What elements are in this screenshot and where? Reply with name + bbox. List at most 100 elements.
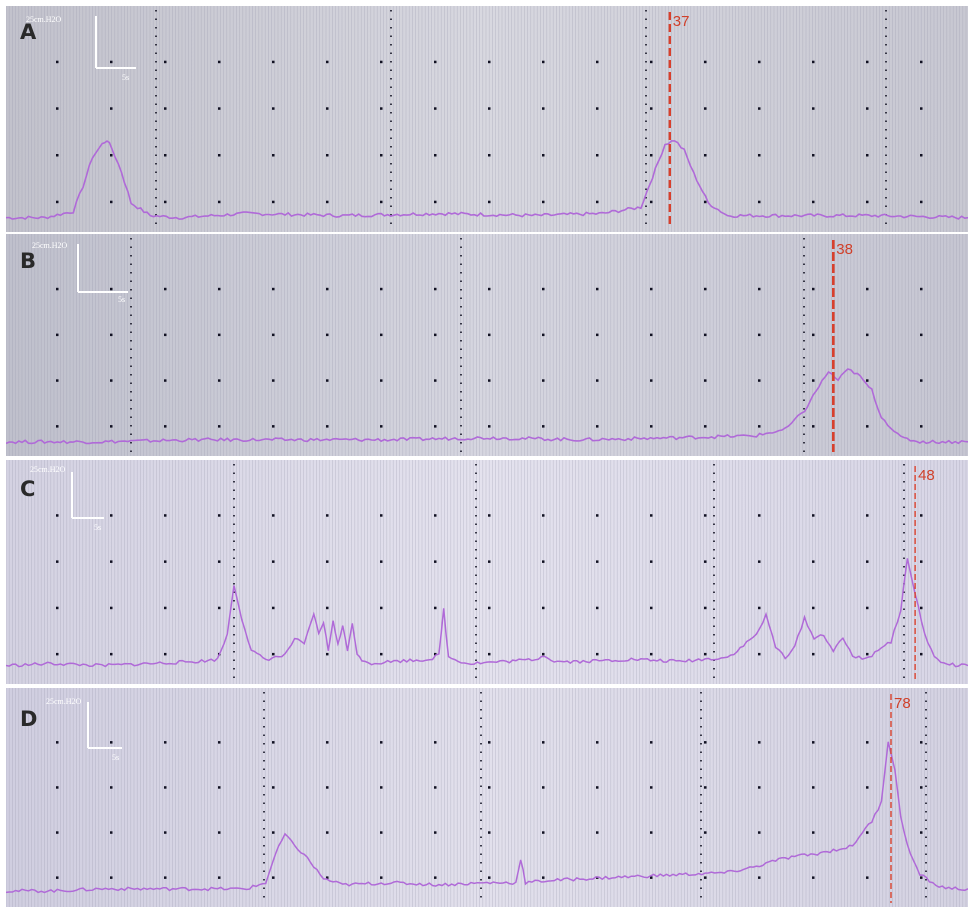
grid-dot [650, 741, 653, 744]
grid-dot [866, 876, 869, 879]
grid-dot [758, 107, 761, 110]
grid-dot [326, 652, 329, 656]
trace-line-d [6, 741, 968, 894]
grid-dot [920, 786, 923, 789]
scale-x-label-b: 5s [118, 295, 125, 304]
grid-dot [326, 786, 329, 789]
grid-dot [542, 154, 545, 157]
grid-dot [272, 741, 275, 744]
scale-y-label-b: 25cm.H2O [32, 241, 68, 250]
grid-dot [542, 786, 545, 789]
grid-dot [110, 333, 113, 337]
grid-dot [542, 200, 545, 204]
grid-dot [650, 333, 653, 337]
grid-dot [218, 154, 221, 157]
grid-dot [110, 287, 113, 291]
grid-dot [650, 107, 653, 110]
grid-dot [380, 107, 383, 110]
grid-dot [704, 652, 707, 656]
grid-dot [218, 200, 221, 204]
scale-y-label-c: 25cm.H2O [30, 465, 66, 474]
grid-dot [56, 154, 59, 157]
grid-dot [164, 154, 167, 157]
grid-dot [434, 333, 437, 337]
grid-dot [164, 741, 167, 744]
grid-dot [596, 606, 599, 610]
fine-grid [6, 688, 967, 907]
scale-bar-c: 25cm.H2O 5s [30, 465, 104, 532]
fine-grid [6, 234, 967, 456]
grid-dot [488, 831, 491, 834]
grid-dot [326, 154, 329, 157]
grid-dot [488, 333, 491, 337]
grid-dot [56, 287, 59, 291]
grid-dot [704, 514, 707, 517]
grid-dot [542, 560, 545, 563]
grid-dot [704, 200, 707, 204]
grid-dot [272, 333, 275, 337]
panel-a: 37 A 25cm.H2O 5s [6, 6, 968, 232]
grid-dot [758, 60, 761, 64]
grid-dot [758, 200, 761, 204]
grid-dot [704, 741, 707, 744]
grid-dot [56, 741, 59, 744]
grid-dot [56, 379, 59, 382]
grid-dot [218, 876, 221, 879]
grid-dot [704, 379, 707, 382]
grid-dot [434, 560, 437, 563]
grid-dot [920, 514, 923, 517]
grid-dot [110, 831, 113, 834]
grid-dot [434, 786, 437, 789]
grid-dot [434, 200, 437, 204]
scale-bar-d: 25cm.H2O 5s [46, 697, 122, 762]
panel-label-d: D [20, 707, 37, 731]
grid-dot [920, 425, 923, 428]
grid-dot [920, 333, 923, 337]
grid-dot [218, 60, 221, 64]
grid-dot [110, 741, 113, 744]
grid-dot [56, 425, 59, 428]
grid-dot [866, 333, 869, 337]
grid-dot [272, 876, 275, 879]
grid-dot [488, 652, 491, 656]
grid-dot [164, 425, 167, 428]
dot-grid [56, 464, 923, 680]
grid-dot [110, 154, 113, 157]
panel-label-c: C [20, 477, 35, 501]
grid-dot [218, 514, 221, 517]
grid-dot [218, 287, 221, 291]
grid-dot [434, 60, 437, 64]
grid-dot [758, 652, 761, 656]
grid-dot [866, 786, 869, 789]
grid-dot [596, 560, 599, 563]
grid-dot [596, 154, 599, 157]
grid-dot [920, 287, 923, 291]
grid-dot [650, 379, 653, 382]
grid-dot [326, 560, 329, 563]
grid-dot [164, 876, 167, 879]
grid-dot [326, 333, 329, 337]
grid-dot [542, 379, 545, 382]
grid-dot [272, 514, 275, 517]
grid-dot [596, 60, 599, 64]
grid-dot [434, 741, 437, 744]
grid-dot [272, 60, 275, 64]
grid-dot [380, 154, 383, 157]
grid-dot [380, 514, 383, 517]
grid-dot [56, 60, 59, 64]
grid-dot [812, 652, 815, 656]
grid-dot [650, 425, 653, 428]
grid-dot [704, 606, 707, 610]
grid-dot [542, 514, 545, 517]
grid-dot [758, 154, 761, 157]
grid-dot [488, 606, 491, 610]
grid-dot [866, 741, 869, 744]
grid-dot [434, 287, 437, 291]
grid-dot [164, 60, 167, 64]
grid-dot [380, 652, 383, 656]
grid-dot [434, 154, 437, 157]
grid-dot [866, 107, 869, 110]
grid-dot [596, 287, 599, 291]
grid-dot [542, 741, 545, 744]
panel-c: 48 C 25cm.H2O 5s [6, 460, 968, 684]
